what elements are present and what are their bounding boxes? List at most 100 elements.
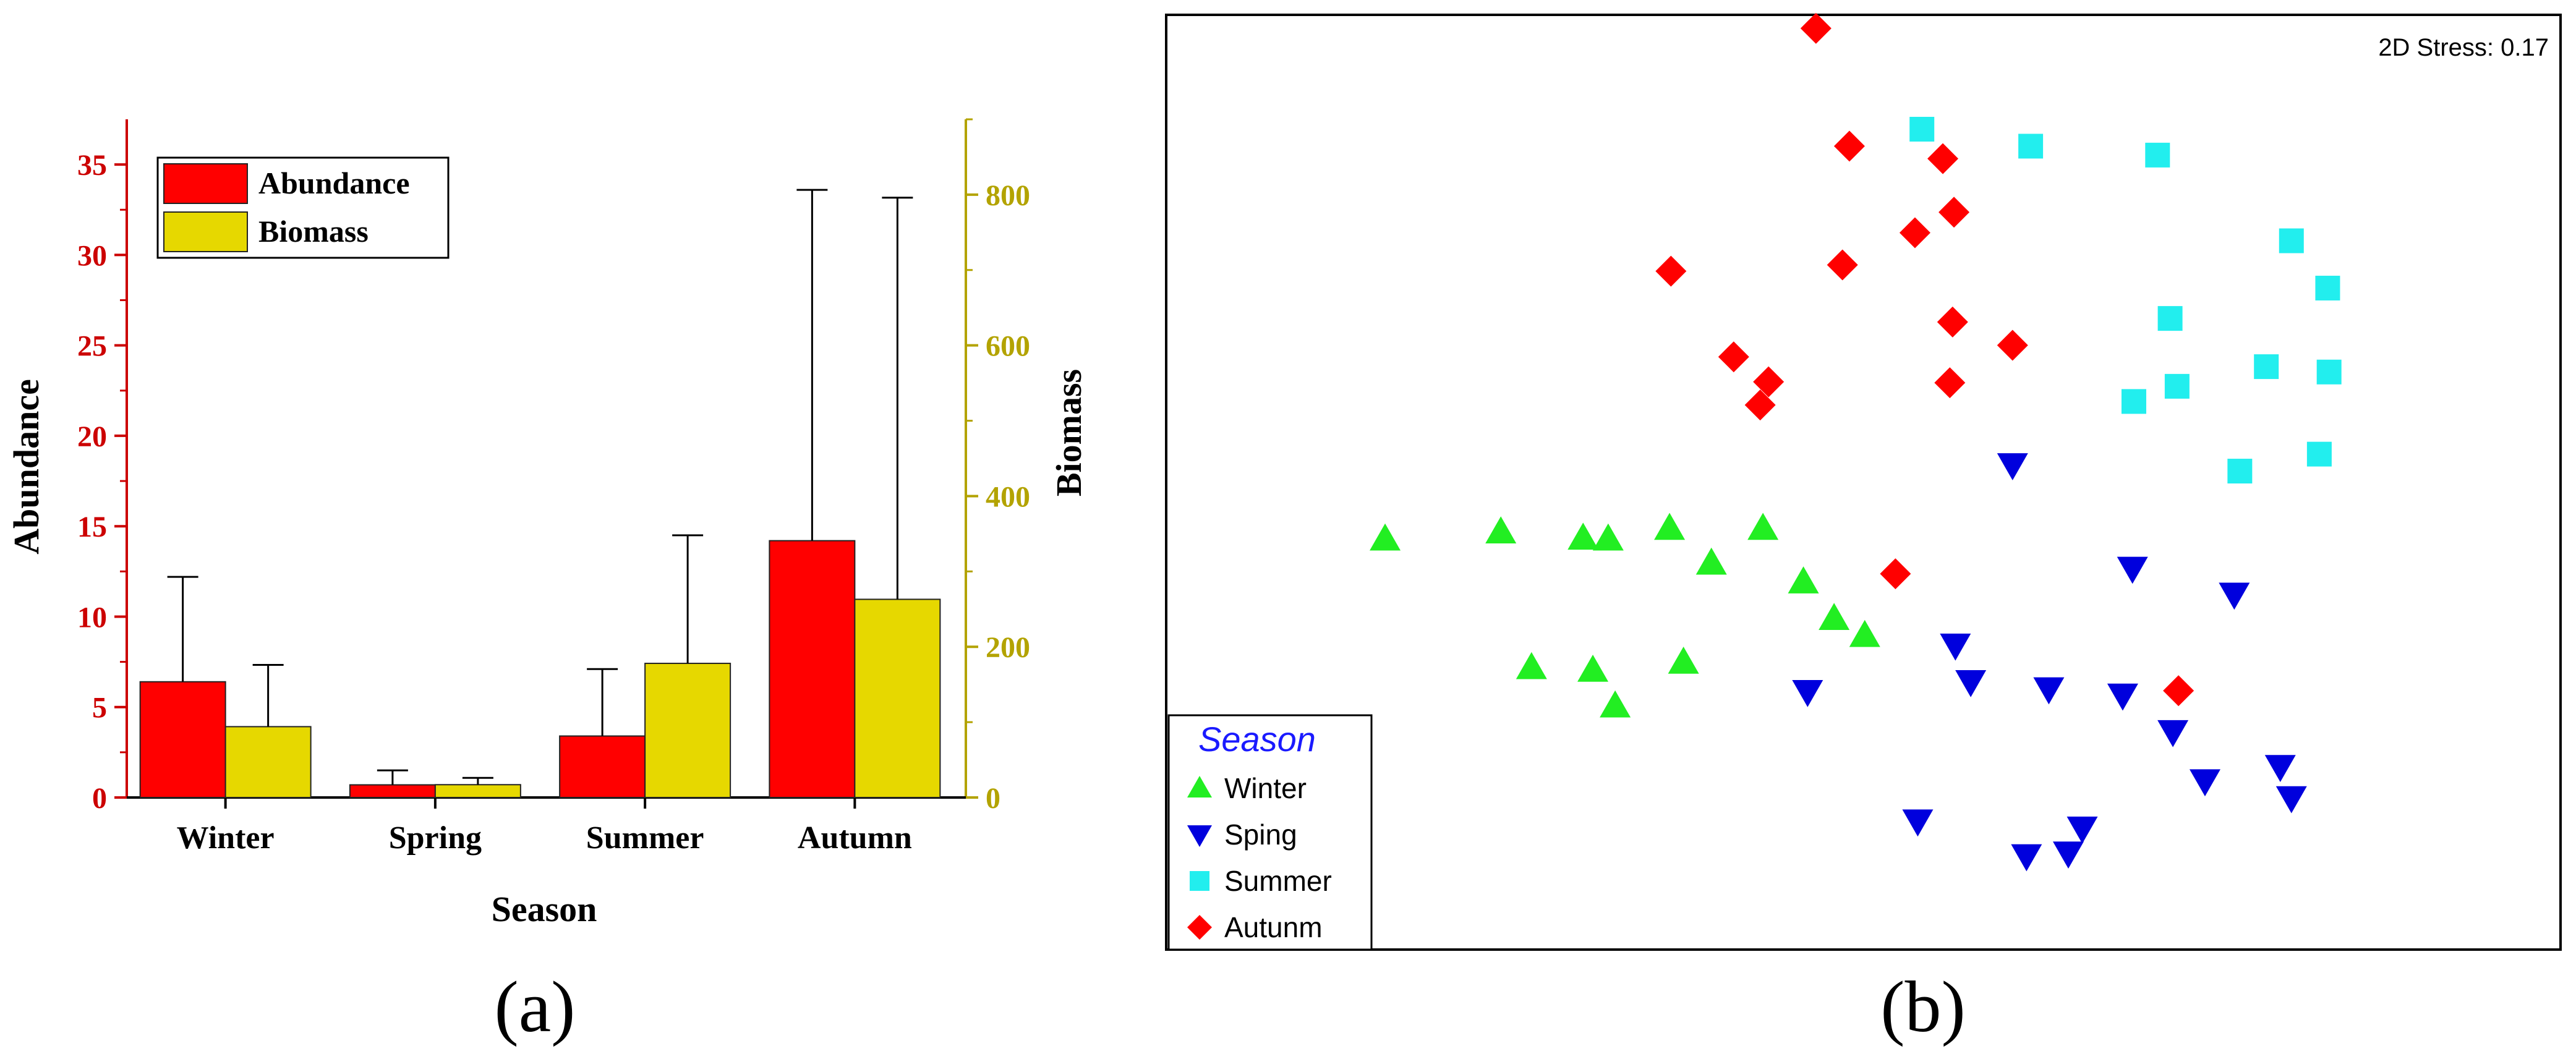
- bar-abundance: [349, 784, 436, 799]
- left-tick-label: 10: [77, 601, 107, 634]
- point-sping: [2219, 582, 2250, 610]
- scatter-marks: [1370, 12, 2342, 872]
- scatter-legend-title: Season: [1198, 720, 1316, 759]
- point-sping: [2157, 720, 2189, 747]
- point-summer: [2279, 228, 2304, 253]
- left-tick-label: 25: [77, 330, 107, 363]
- left-tick-label: 0: [92, 782, 107, 815]
- bar-abundance: [769, 540, 856, 798]
- bar-marks: [139, 189, 941, 799]
- legend-label-abundance: Abundance: [258, 166, 410, 200]
- bar-biomass: [434, 784, 521, 799]
- point-summer: [2121, 389, 2146, 414]
- point-sping: [2117, 556, 2148, 584]
- point-winter: [1370, 523, 1401, 551]
- left-tick-label: 35: [77, 149, 107, 182]
- point-sping: [2011, 844, 2042, 872]
- point-winter: [1695, 547, 1727, 575]
- point-summer: [2018, 134, 2044, 159]
- left-tick-label: 20: [77, 420, 107, 453]
- legend-label-summer: Summer: [1224, 865, 1332, 897]
- point-sping: [2189, 769, 2220, 797]
- right-tick-label: 200: [986, 631, 1030, 664]
- x-tick-label: Autumn: [798, 820, 912, 856]
- x-tick-label: Summer: [586, 820, 704, 856]
- point-winter: [1592, 523, 1624, 551]
- point-summer: [2254, 354, 2279, 380]
- point-autunm: [1938, 197, 1970, 228]
- point-winter: [1819, 603, 1850, 631]
- right-tick-label: 0: [986, 782, 1000, 815]
- bar-legend: Abundance Biomass: [156, 156, 450, 259]
- point-winter: [1668, 647, 1699, 674]
- point-autunm: [1744, 389, 1776, 421]
- bar-abundance: [559, 735, 646, 799]
- point-winter: [1600, 690, 1631, 718]
- legend-label-winter: Winter: [1224, 772, 1307, 804]
- point-sping: [2066, 816, 2098, 844]
- x-tick-label: Winter: [177, 820, 275, 856]
- point-sping: [1902, 809, 1934, 837]
- point-summer: [2315, 276, 2340, 301]
- point-winter: [1577, 655, 1609, 682]
- point-winter: [1485, 516, 1517, 543]
- legend-marker-sping: [1187, 825, 1212, 847]
- point-sping: [2052, 841, 2084, 869]
- point-summer: [1909, 117, 1935, 142]
- bar-biomass: [224, 726, 312, 798]
- scatter-chart: 2D Stress: 0.17 Season Winter Sping Summer…: [1165, 12, 2562, 951]
- point-sping: [1940, 633, 1971, 661]
- point-sping: [2264, 755, 2296, 782]
- point-autunm: [1800, 12, 1832, 44]
- point-sping: [1792, 679, 1823, 707]
- bar-biomass: [644, 663, 731, 798]
- panel-label-b: (b): [1880, 966, 1966, 1047]
- point-autunm: [2163, 675, 2194, 707]
- point-sping: [1997, 453, 2028, 480]
- point-autunm: [1718, 341, 1749, 373]
- point-autunm: [1997, 330, 2028, 361]
- left-tick-label: 15: [77, 511, 107, 543]
- point-summer: [2306, 441, 2332, 467]
- bar-abundance: [139, 681, 226, 799]
- left-tick-label: 30: [77, 239, 107, 272]
- point-sping: [1955, 670, 1987, 697]
- point-summer: [2227, 459, 2253, 484]
- bar-chart: 0 5 10 15 20 25 30 35 0 200 400 600 800 Winter Spring S…: [6, 118, 1089, 929]
- point-autunm: [1934, 367, 1966, 399]
- y-axis-title: Abundance: [6, 379, 46, 555]
- point-summer: [2316, 359, 2342, 385]
- point-winter: [1567, 522, 1599, 550]
- point-summer: [2145, 142, 2170, 168]
- scatter-legend: Season Winter Sping Summer Autunm: [1167, 714, 1373, 951]
- point-autunm: [1899, 217, 1930, 249]
- point-autunm: [1880, 558, 1911, 590]
- bar-axes: 0 5 10 15 20 25 30 35 0 200 400 600 800 Winter Spring S…: [77, 118, 1030, 856]
- x-tick-label: Spring: [389, 820, 482, 856]
- point-winter: [1516, 652, 1547, 679]
- legend-marker-summer: [1190, 871, 1209, 891]
- point-sping: [2033, 677, 2065, 705]
- panel-label-a: (a): [495, 966, 576, 1047]
- point-autunm: [1655, 255, 1687, 287]
- point-autunm: [1827, 249, 1858, 281]
- legend-label-sping: Sping: [1224, 819, 1297, 851]
- point-sping: [2107, 683, 2138, 711]
- point-autunm: [1937, 306, 1968, 338]
- right-tick-label: 800: [986, 179, 1030, 212]
- stress-annotation: 2D Stress: 0.17: [2378, 34, 2549, 61]
- point-winter: [1849, 619, 1880, 647]
- point-summer: [2157, 306, 2183, 331]
- legend-label-biomass: Biomass: [258, 214, 369, 249]
- y2-axis-title: Biomass: [1049, 369, 1089, 496]
- point-winter: [1788, 566, 1819, 593]
- legend-swatch-abundance: [163, 163, 248, 204]
- x-axis-title: Season: [492, 889, 597, 929]
- point-sping: [2275, 786, 2307, 814]
- right-tick-label: 600: [986, 330, 1030, 363]
- point-autunm: [1927, 143, 1959, 174]
- point-autunm: [1833, 130, 1865, 162]
- right-tick-label: 400: [986, 480, 1030, 513]
- scatter-frame: [1165, 14, 2562, 951]
